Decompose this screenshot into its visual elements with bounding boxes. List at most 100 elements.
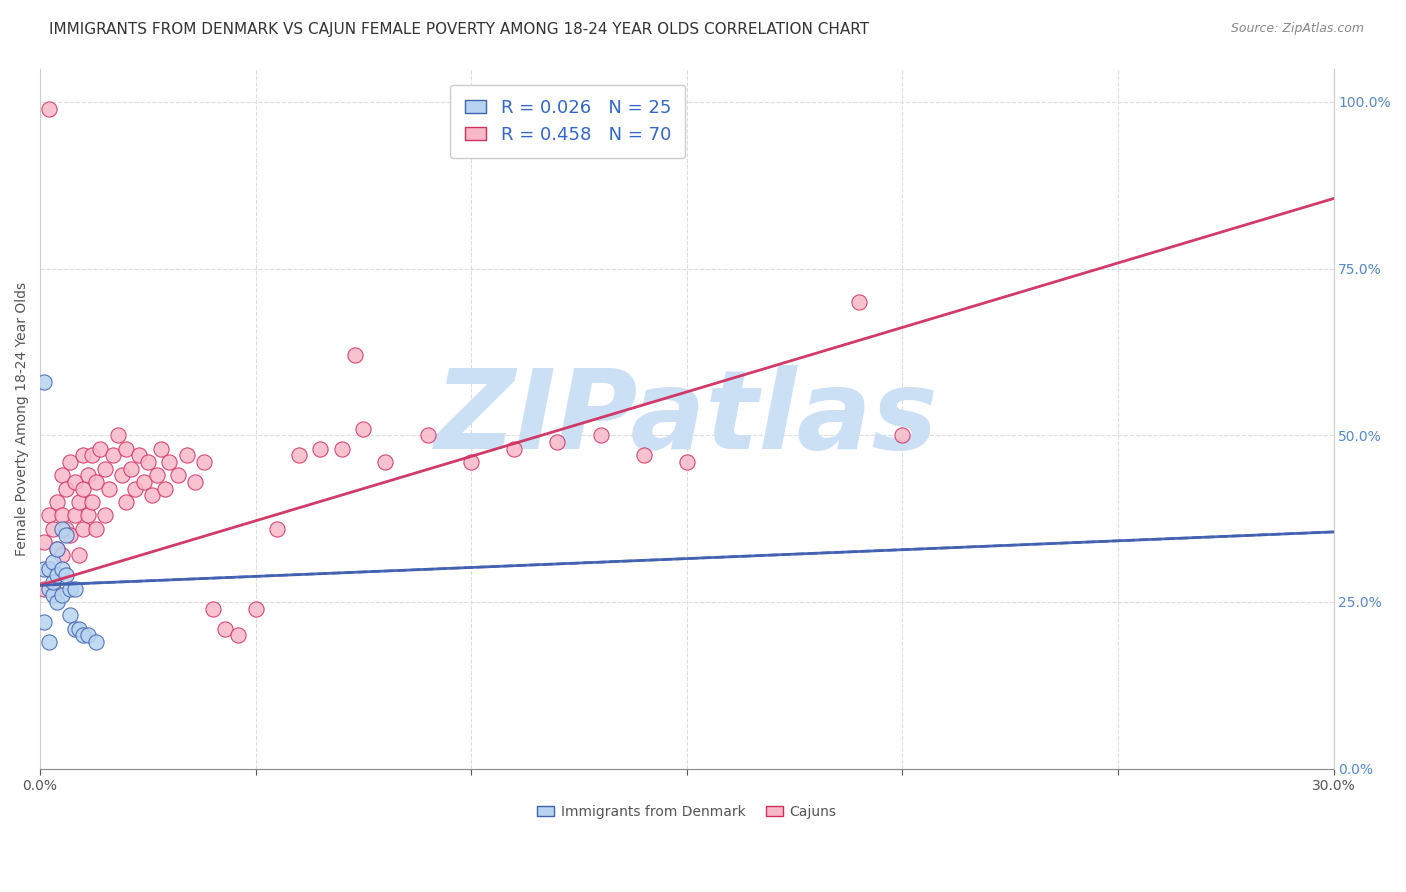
Point bbox=[34, 535, 56, 549]
Point bbox=[76, 468, 98, 483]
Point bbox=[63, 475, 86, 489]
Point bbox=[51, 508, 73, 523]
Point bbox=[55, 482, 77, 496]
Point bbox=[34, 561, 56, 575]
Text: ZIPatlas: ZIPatlas bbox=[434, 365, 939, 472]
Point bbox=[38, 582, 60, 596]
Point bbox=[107, 428, 129, 442]
Point bbox=[675, 455, 697, 469]
Point bbox=[51, 468, 73, 483]
Point bbox=[59, 455, 82, 469]
Point bbox=[589, 428, 612, 442]
Point bbox=[42, 555, 65, 569]
Point bbox=[67, 622, 90, 636]
Point bbox=[55, 568, 77, 582]
Point bbox=[63, 508, 86, 523]
Point bbox=[80, 448, 103, 462]
Point bbox=[46, 595, 69, 609]
Point bbox=[98, 482, 121, 496]
Point bbox=[124, 482, 146, 496]
Point bbox=[42, 522, 65, 536]
Point bbox=[76, 508, 98, 523]
Point bbox=[167, 468, 190, 483]
Point bbox=[103, 448, 125, 462]
Y-axis label: Female Poverty Among 18-24 Year Olds: Female Poverty Among 18-24 Year Olds bbox=[15, 282, 30, 556]
Point bbox=[63, 582, 86, 596]
Point bbox=[72, 448, 94, 462]
Point bbox=[201, 601, 224, 615]
Point bbox=[84, 522, 107, 536]
Point bbox=[67, 548, 90, 562]
Point bbox=[80, 495, 103, 509]
Point bbox=[159, 455, 181, 469]
Point bbox=[89, 442, 111, 456]
Point bbox=[42, 588, 65, 602]
Point bbox=[34, 582, 56, 596]
Point bbox=[115, 495, 138, 509]
Point bbox=[38, 561, 60, 575]
Point bbox=[38, 102, 60, 116]
Point bbox=[55, 522, 77, 536]
Point bbox=[128, 448, 150, 462]
Point bbox=[330, 442, 353, 456]
Point bbox=[848, 294, 870, 309]
Point bbox=[353, 421, 375, 435]
Point bbox=[309, 442, 332, 456]
Point bbox=[891, 428, 914, 442]
Point bbox=[111, 468, 134, 483]
Point bbox=[42, 582, 65, 596]
Text: IMMIGRANTS FROM DENMARK VS CAJUN FEMALE POVERTY AMONG 18-24 YEAR OLDS CORRELATIO: IMMIGRANTS FROM DENMARK VS CAJUN FEMALE … bbox=[49, 22, 869, 37]
Point bbox=[34, 615, 56, 629]
Point bbox=[38, 635, 60, 649]
Point bbox=[59, 528, 82, 542]
Point bbox=[55, 528, 77, 542]
Point bbox=[84, 635, 107, 649]
Point bbox=[76, 628, 98, 642]
Point bbox=[46, 541, 69, 556]
Point bbox=[120, 461, 142, 475]
Point bbox=[46, 568, 69, 582]
Point bbox=[51, 561, 73, 575]
Text: Source: ZipAtlas.com: Source: ZipAtlas.com bbox=[1230, 22, 1364, 36]
Point bbox=[546, 434, 568, 449]
Point bbox=[136, 455, 159, 469]
Point bbox=[503, 442, 526, 456]
Point bbox=[343, 348, 366, 362]
Point bbox=[38, 561, 60, 575]
Point bbox=[193, 455, 215, 469]
Point bbox=[51, 548, 73, 562]
Point bbox=[245, 601, 267, 615]
Point bbox=[67, 495, 90, 509]
Point bbox=[59, 582, 82, 596]
Point bbox=[145, 468, 167, 483]
Point bbox=[94, 461, 117, 475]
Point bbox=[42, 574, 65, 589]
Point bbox=[51, 522, 73, 536]
Point bbox=[141, 488, 163, 502]
Point bbox=[288, 448, 311, 462]
Point bbox=[38, 508, 60, 523]
Point bbox=[460, 455, 482, 469]
Point bbox=[84, 475, 107, 489]
Point bbox=[59, 608, 82, 623]
Point bbox=[72, 628, 94, 642]
Point bbox=[72, 482, 94, 496]
Point bbox=[266, 522, 288, 536]
Point bbox=[34, 375, 56, 389]
Point bbox=[214, 622, 236, 636]
Point bbox=[153, 482, 176, 496]
Point bbox=[418, 428, 440, 442]
Point bbox=[633, 448, 655, 462]
Point bbox=[46, 541, 69, 556]
Point bbox=[63, 622, 86, 636]
Point bbox=[72, 522, 94, 536]
Point bbox=[176, 448, 198, 462]
Point bbox=[184, 475, 207, 489]
Point bbox=[46, 495, 69, 509]
Point bbox=[132, 475, 155, 489]
Point bbox=[51, 588, 73, 602]
Point bbox=[149, 442, 172, 456]
Legend: Immigrants from Denmark, Cajuns: Immigrants from Denmark, Cajuns bbox=[531, 799, 842, 825]
Point bbox=[94, 508, 117, 523]
Point bbox=[115, 442, 138, 456]
